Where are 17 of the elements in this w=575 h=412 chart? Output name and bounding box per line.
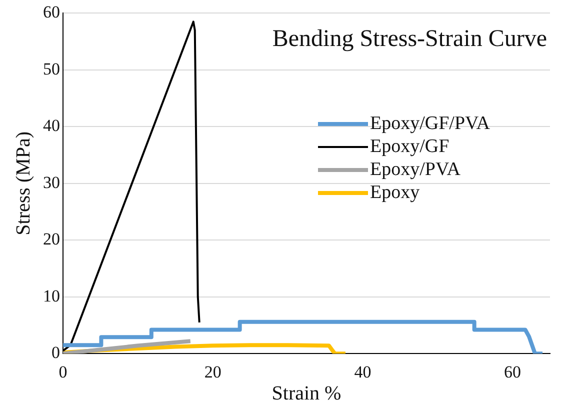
legend-label: Epoxy <box>370 182 420 204</box>
y-tick-label: 50 <box>43 59 60 78</box>
x-tick-label: 60 <box>504 362 522 382</box>
y-tick-label: 60 <box>43 2 60 22</box>
y-axis-title: Stress (MPa) <box>12 131 34 236</box>
y-tick-label: 10 <box>43 286 60 306</box>
legend-label: Epoxy/PVA <box>370 158 460 180</box>
y-tick-label: 0 <box>52 343 60 362</box>
legend-label: Epoxy/GF <box>370 136 450 158</box>
x-tick-label: 40 <box>354 362 372 382</box>
x-axis-title: Strain % <box>272 382 342 404</box>
x-tick-label: 20 <box>204 362 222 382</box>
y-tick-label: 20 <box>43 230 60 249</box>
legend-label: Epoxy/GF/PVA <box>370 112 490 134</box>
y-tick-label: 30 <box>43 172 60 192</box>
y-tick-label: 40 <box>43 116 60 136</box>
text: Bending Stress-Strain Curve <box>272 26 547 53</box>
